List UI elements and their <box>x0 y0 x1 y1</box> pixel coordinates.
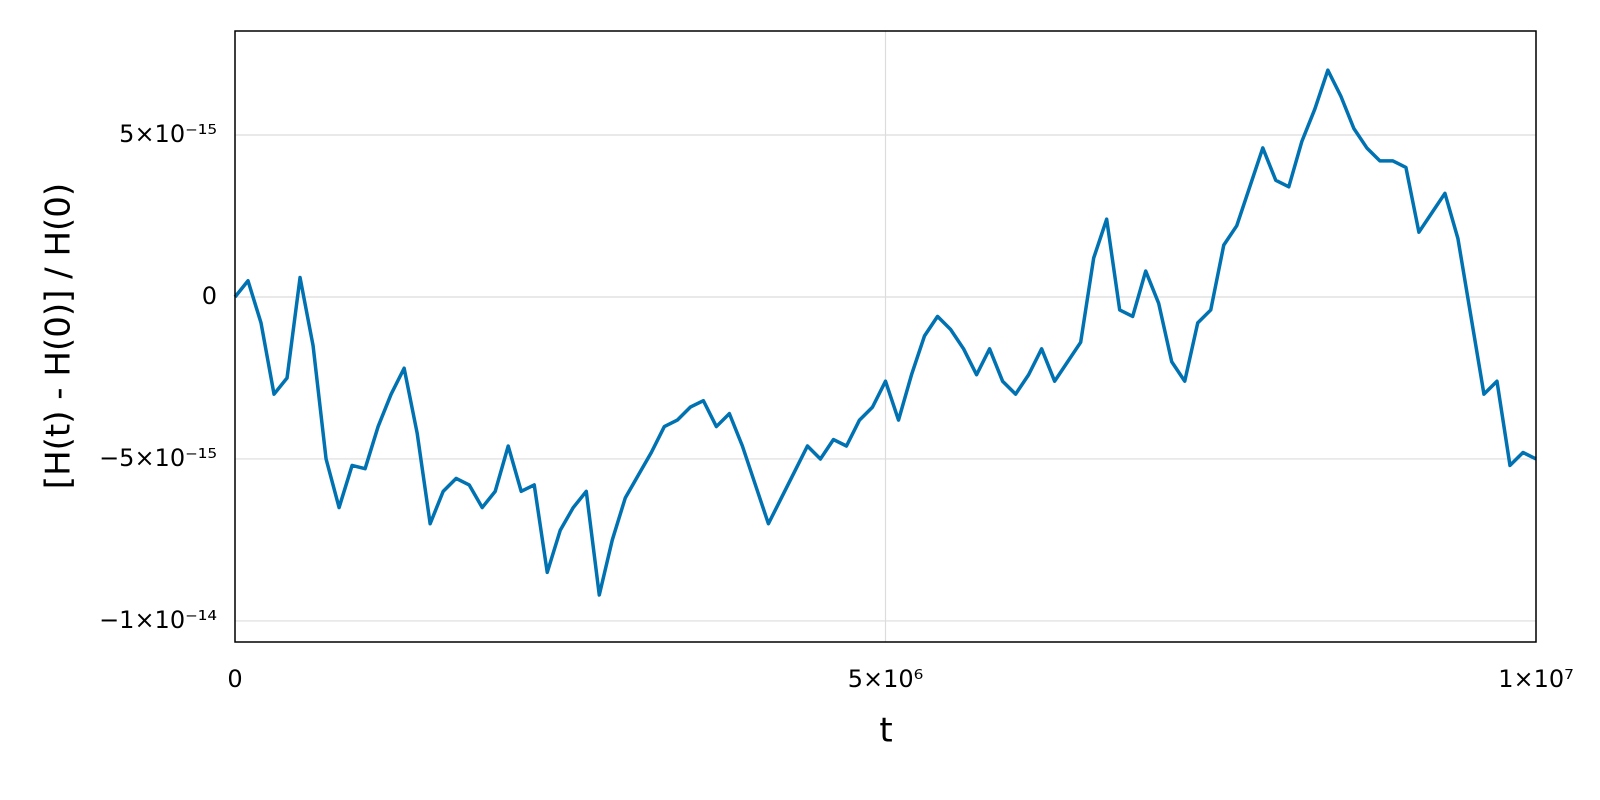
x-tick-label: 5×10⁶ <box>848 665 924 693</box>
y-tick-label: 5×10⁻¹⁵ <box>119 120 217 148</box>
y-tick-label: −1×10⁻¹⁴ <box>99 606 217 634</box>
x-axis-label: t <box>879 711 892 751</box>
y-axis-label: [H(t) - H(0)] / H(0) <box>39 183 79 489</box>
plot-frame <box>234 30 1537 643</box>
x-tick-label: 1×10⁷ <box>1498 665 1574 693</box>
plot-area <box>233 68 1537 597</box>
data-line <box>233 68 1537 597</box>
y-tick-label: −5×10⁻¹⁵ <box>99 444 217 472</box>
x-tick-label: 0 <box>227 665 242 693</box>
y-tick-label: 0 <box>202 282 217 310</box>
